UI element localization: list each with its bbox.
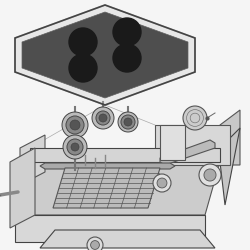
Polygon shape bbox=[20, 162, 220, 215]
Polygon shape bbox=[20, 135, 45, 185]
Polygon shape bbox=[220, 110, 240, 165]
Circle shape bbox=[87, 237, 103, 250]
Polygon shape bbox=[220, 128, 240, 205]
Polygon shape bbox=[160, 140, 215, 165]
Circle shape bbox=[121, 115, 135, 129]
Polygon shape bbox=[53, 168, 160, 208]
Circle shape bbox=[96, 111, 110, 125]
Circle shape bbox=[92, 107, 114, 129]
Polygon shape bbox=[30, 148, 220, 162]
Circle shape bbox=[157, 178, 167, 188]
Polygon shape bbox=[15, 215, 205, 242]
Polygon shape bbox=[10, 148, 35, 228]
Polygon shape bbox=[155, 125, 230, 165]
Circle shape bbox=[63, 135, 87, 159]
Circle shape bbox=[99, 114, 107, 122]
Circle shape bbox=[62, 112, 88, 138]
Circle shape bbox=[199, 164, 221, 186]
Circle shape bbox=[66, 116, 84, 134]
Circle shape bbox=[71, 143, 79, 151]
Polygon shape bbox=[40, 163, 175, 169]
Circle shape bbox=[69, 28, 97, 56]
Circle shape bbox=[183, 106, 207, 130]
Polygon shape bbox=[40, 230, 215, 248]
Circle shape bbox=[70, 120, 80, 130]
Circle shape bbox=[113, 44, 141, 72]
Polygon shape bbox=[15, 5, 195, 105]
Circle shape bbox=[204, 169, 216, 181]
Circle shape bbox=[124, 118, 132, 126]
Bar bbox=[160, 125, 185, 160]
Circle shape bbox=[118, 112, 138, 132]
Circle shape bbox=[113, 18, 141, 46]
Circle shape bbox=[69, 54, 97, 82]
Circle shape bbox=[67, 139, 83, 155]
Polygon shape bbox=[22, 12, 188, 98]
Circle shape bbox=[153, 174, 171, 192]
Circle shape bbox=[90, 240, 100, 250]
